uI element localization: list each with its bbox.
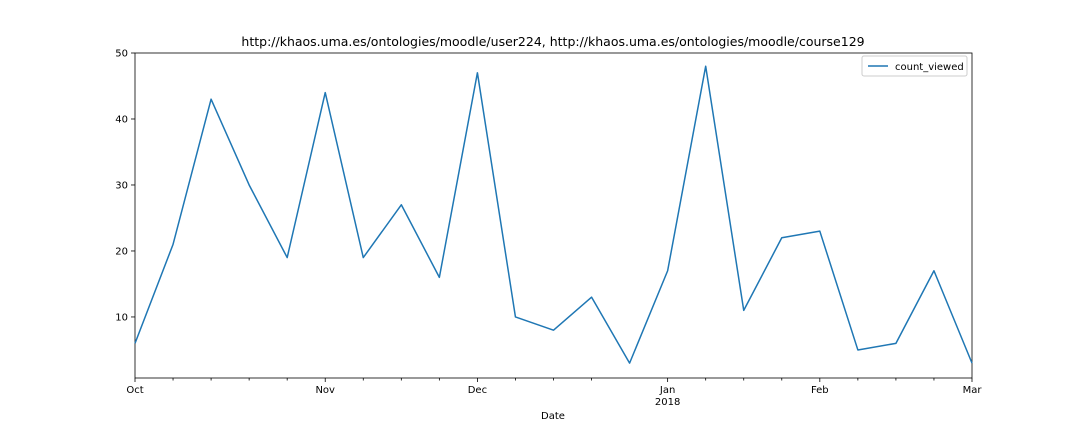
chart-title: http://khaos.uma.es/ontologies/moodle/us… <box>241 34 864 49</box>
plot-marks <box>134 65 973 364</box>
legend-box <box>861 55 968 77</box>
y-tick-label: 10 <box>115 312 128 323</box>
y-tick-label: 20 <box>115 246 128 257</box>
y-tick-label: 30 <box>115 180 128 191</box>
y-tick-label: 40 <box>115 114 128 125</box>
legend-label: count_viewed <box>895 62 964 73</box>
y-tick-label: 50 <box>115 49 128 60</box>
x-tick-label: Feb <box>811 385 829 396</box>
x-tick-label: Jan <box>659 385 675 396</box>
series-line-count_viewed <box>134 65 973 364</box>
x-tick-sublabel: 2018 <box>655 397 680 408</box>
x-tick-label: Dec <box>468 385 487 396</box>
x-tick-label: Mar <box>963 385 983 396</box>
x-tick-label: Nov <box>315 385 335 396</box>
x-axis-label: Date <box>541 411 565 422</box>
legend: count_viewed <box>861 55 968 77</box>
x-tick-label: Oct <box>126 385 143 396</box>
